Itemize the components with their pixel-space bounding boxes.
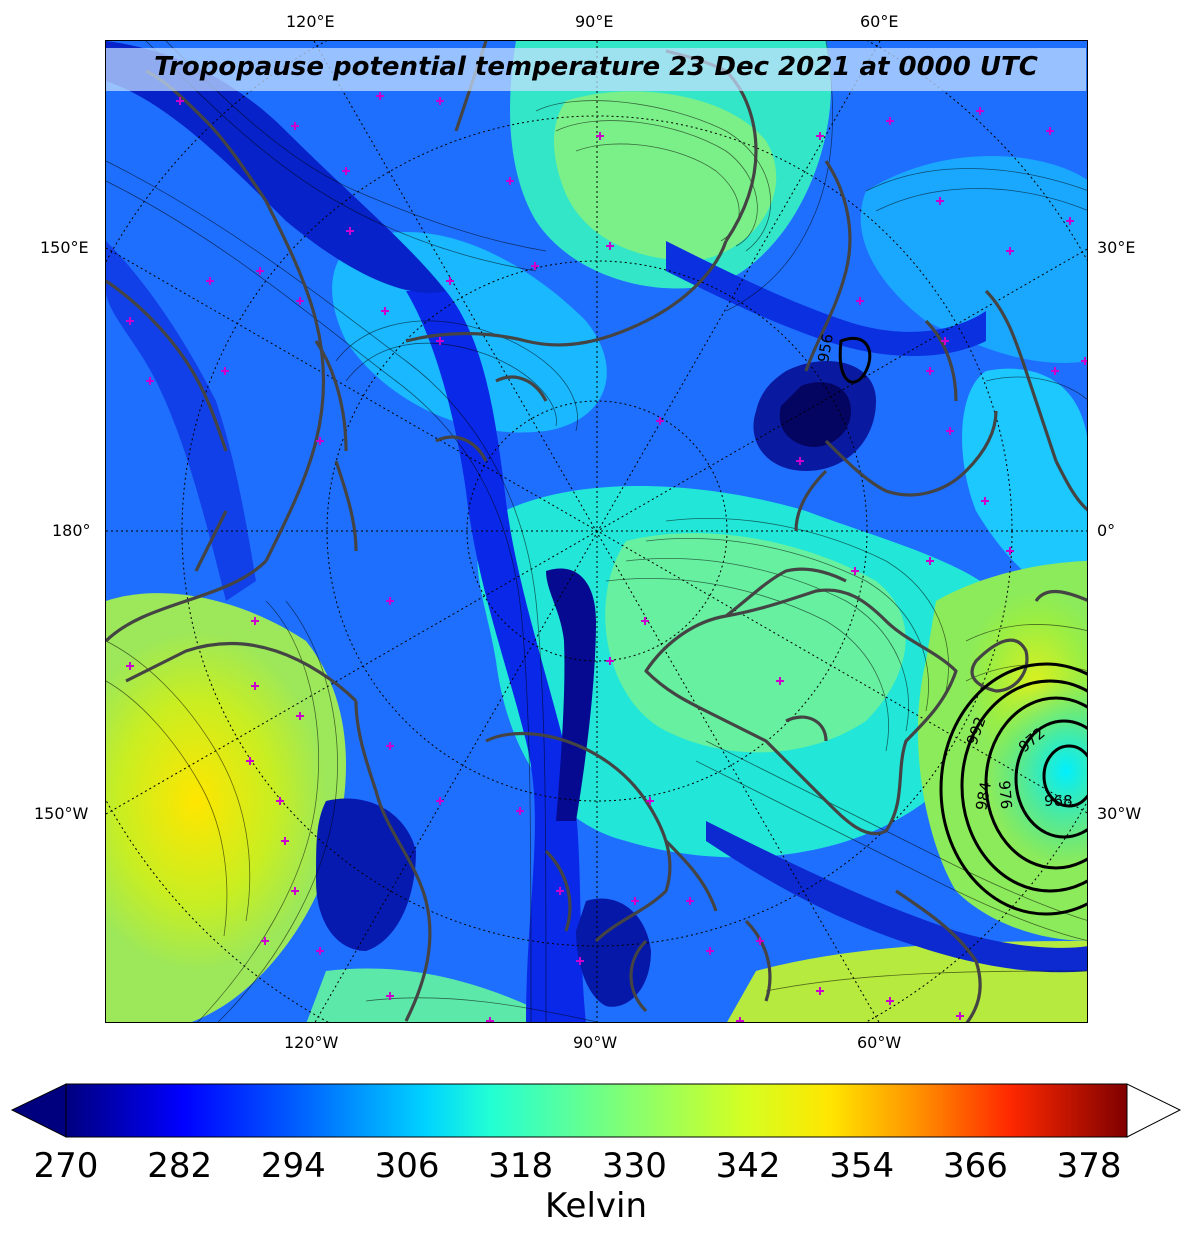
cold-pool-sw <box>316 798 416 951</box>
field-yellow-west <box>106 631 326 971</box>
lon-label-bottom-2: 90°W <box>573 1033 618 1052</box>
colorbar-label: Kelvin <box>544 1186 648 1226</box>
isentrope-lines <box>106 41 1087 1022</box>
lon-label-left-3: 150°W <box>34 804 89 823</box>
colorbar <box>10 1083 1182 1138</box>
title-box: Tropopause potential temperature 23 Dec … <box>106 48 1086 91</box>
colorbar-tick-label: 306 <box>374 1146 440 1186</box>
colorbar-extend-low <box>10 1083 67 1138</box>
lon-label-bottom-1: 120°W <box>284 1033 339 1052</box>
field-warm-sw <box>306 968 563 1022</box>
colorbar-tick-label: 354 <box>829 1146 895 1186</box>
pressure-label-956: 956 <box>814 332 837 363</box>
colorbar-tick-label: 294 <box>260 1146 326 1186</box>
field-green-north2 <box>554 91 777 261</box>
lon-label-left-2: 180° <box>52 521 91 540</box>
field-cyan-ne <box>860 156 1087 363</box>
map-title: Tropopause potential temperature 23 Dec … <box>154 52 1038 82</box>
cold-band-se <box>706 821 1087 973</box>
colorbar-extend-high <box>1126 1083 1182 1138</box>
colorbar-tick-label: 330 <box>601 1146 667 1186</box>
field-cyclone-core <box>986 676 1087 866</box>
lon-label-right-2: 0° <box>1097 521 1116 540</box>
lon-label-top-1: 120°E <box>286 12 335 31</box>
lon-label-right-3: 30°W <box>1097 804 1142 823</box>
lon-label-left-1: 150°E <box>40 238 89 257</box>
map-graphic: 968 976 984 992 972 956 <box>106 41 1087 1022</box>
cold-band-nw <box>106 241 256 601</box>
lon-label-top-3: 60°E <box>860 12 899 31</box>
colorbar-gradient <box>65 1083 1128 1138</box>
colorbar-tick-label: 282 <box>147 1146 213 1186</box>
colorbar-tick-label: 378 <box>1056 1146 1122 1186</box>
station-markers <box>126 92 1087 1022</box>
lon-label-bottom-3: 60°W <box>857 1033 902 1052</box>
cold-band-east <box>666 241 986 356</box>
pressure-label-968: 968 <box>1044 792 1073 810</box>
pressure-label-976: 976 <box>995 780 1015 810</box>
lon-label-top-2: 90°E <box>575 12 614 31</box>
colorbar-tick-label: 342 <box>715 1146 781 1186</box>
colorbar-tick-label: 318 <box>488 1146 554 1186</box>
pressure-label-984: 984 <box>972 780 995 811</box>
map-panel: 968 976 984 992 972 956 <box>105 40 1088 1023</box>
cold-band-north <box>106 41 446 293</box>
cold-vortex-ne-core <box>779 382 851 447</box>
coastlines <box>106 41 1087 1022</box>
pressure-contours <box>838 336 1087 916</box>
colorbar-tick-label: 366 <box>942 1146 1008 1186</box>
cold-hook <box>546 568 596 821</box>
colorbar-tick-label: 270 <box>33 1146 99 1186</box>
lon-label-right-1: 30°E <box>1097 238 1136 257</box>
cold-filament-center <box>406 291 586 1022</box>
